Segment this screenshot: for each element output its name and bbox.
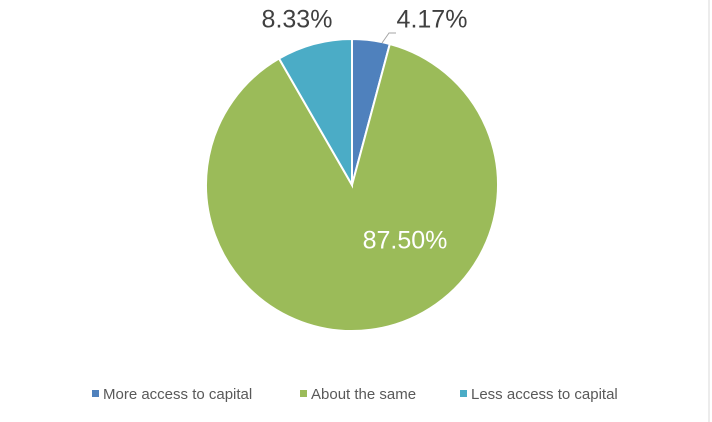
legend-label: More access to capital — [103, 386, 252, 403]
legend-label: Less access to capital — [471, 386, 618, 403]
value-label: 8.33% — [262, 6, 333, 34]
value-label: 87.50% — [363, 227, 448, 255]
legend-swatch — [92, 390, 99, 397]
legend-swatch — [460, 390, 467, 397]
legend-label: About the same — [311, 386, 416, 403]
pie-slice — [277, 37, 353, 189]
leader-line — [381, 32, 396, 44]
value-label: 4.17% — [397, 6, 468, 34]
pie-slice — [205, 42, 499, 332]
legend-swatch — [300, 390, 307, 397]
